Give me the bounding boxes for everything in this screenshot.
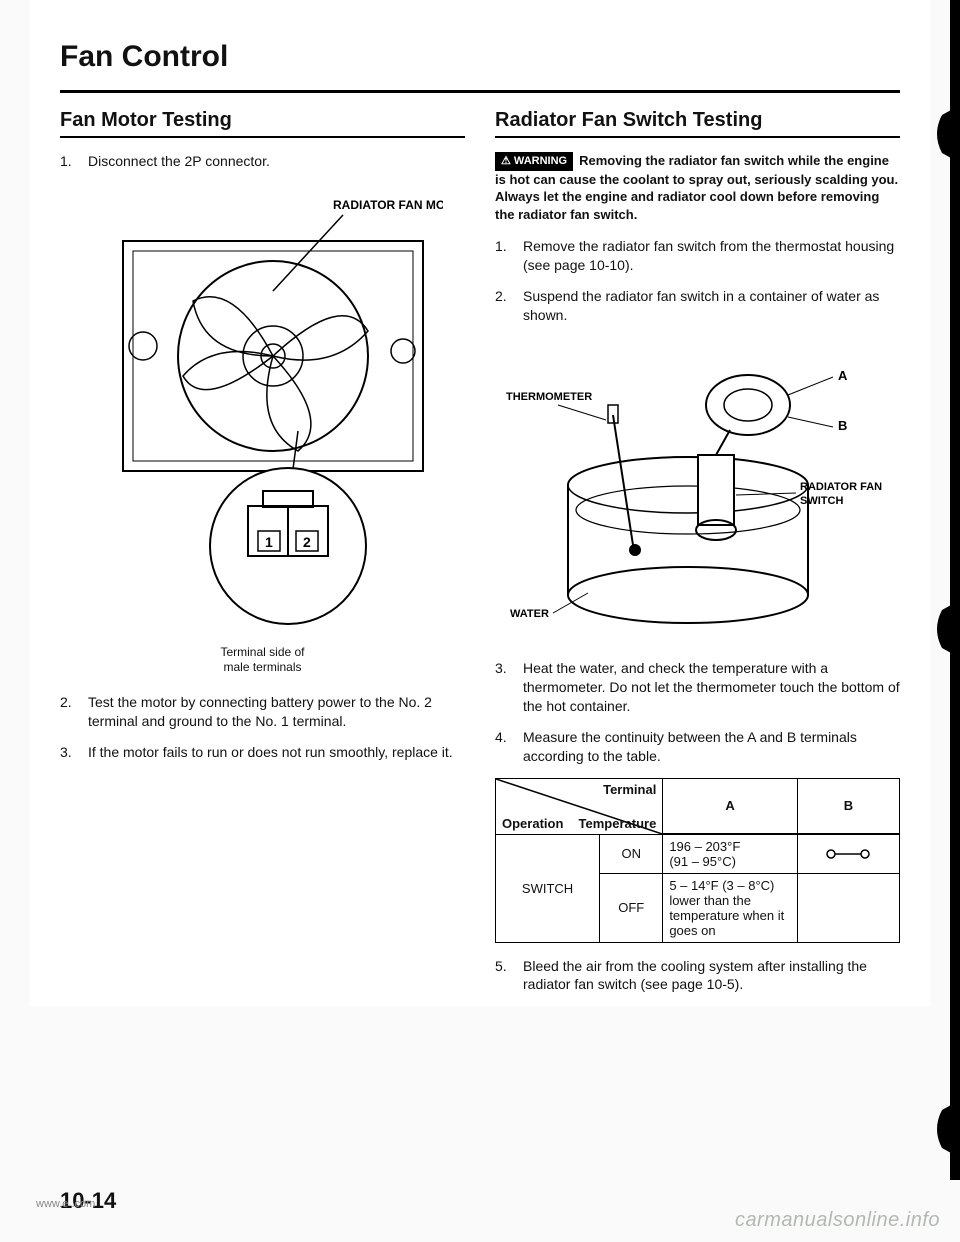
left-column: Fan Motor Testing 1. Disconnect the 2P c… [60, 109, 465, 1006]
step-text: Measure the continuity between the A and… [523, 728, 900, 766]
step-number: 3. [495, 659, 513, 716]
warning-block: ⚠ WARNINGRemoving the radiator fan switc… [495, 152, 900, 223]
right-column: Radiator Fan Switch Testing ⚠ WARNINGRem… [495, 109, 900, 1006]
svg-text:1: 1 [265, 534, 273, 550]
on-cell: ON [600, 834, 663, 873]
caption-line: male terminals [223, 660, 301, 674]
continuity-table: Operation Terminal Temperature A B SWITC… [495, 778, 900, 943]
fan-motor-diagram: RADIATOR FAN MOTOR [60, 191, 465, 631]
title-rule [60, 90, 900, 93]
switch-cell: SWITCH [496, 834, 600, 942]
right-step-2: 2. Suspend the radiator fan switch in a … [495, 287, 900, 325]
right-step-3: 3. Heat the water, and check the tempera… [495, 659, 900, 716]
step-text: Heat the water, and check the temperatur… [523, 659, 900, 716]
table-row: SWITCH ON 196 – 203°F (91 – 95°C) [496, 834, 900, 873]
page-edge-tabs [932, 0, 960, 1242]
step-number: 5. [495, 957, 513, 995]
right-step-1: 1. Remove the radiator fan switch from t… [495, 237, 900, 275]
svg-text:A: A [838, 368, 848, 383]
right-heading: Radiator Fan Switch Testing [495, 109, 900, 138]
off-cell: OFF [600, 873, 663, 942]
diagram-label-text: RADIATOR FAN MOTOR [333, 198, 443, 212]
svg-text:WATER: WATER [510, 608, 549, 620]
term-header: Terminal [603, 782, 656, 797]
step-text: Suspend the radiator fan switch in a con… [523, 287, 900, 325]
switch-test-diagram: THERMOMETER A B RADIATOR FAN SWITCH [495, 345, 900, 645]
col-a: A [663, 778, 798, 833]
svg-text:SWITCH: SWITCH [800, 495, 843, 507]
left-step-3: 3. If the motor fails to run or does not… [60, 743, 465, 762]
op-header: Operation [502, 816, 563, 831]
svg-text:B: B [838, 418, 847, 433]
right-step-4: 4. Measure the continuity between the A … [495, 728, 900, 766]
step-number: 2. [495, 287, 513, 325]
step-number: 4. [495, 728, 513, 766]
step-text: Test the motor by connecting battery pow… [88, 693, 465, 731]
table-row: Operation Terminal Temperature A B [496, 778, 900, 833]
left-heading: Fan Motor Testing [60, 109, 465, 138]
watermark-right: carmanualsonline.info [735, 1209, 940, 1232]
step-text: Disconnect the 2P connector. [88, 152, 270, 171]
temp-header: Temperature [579, 816, 657, 831]
off-temp-cell: 5 – 14°F (3 – 8°C) lower than the temper… [663, 873, 798, 942]
page-title: Fan Control [60, 40, 900, 84]
page: Fan Control Fan Motor Testing 1. Disconn… [30, 0, 930, 1006]
connector-caption: Terminal side of male terminals [60, 645, 465, 675]
no-continuity-cell [797, 873, 899, 942]
svg-text:2: 2 [303, 534, 311, 550]
step-number: 2. [60, 693, 78, 731]
left-step-2: 2. Test the motor by connecting battery … [60, 693, 465, 731]
warning-badge: ⚠ WARNING [495, 152, 573, 171]
step-number: 1. [60, 152, 78, 171]
watermark-left: www.e .com [36, 1198, 95, 1210]
svg-text:THERMOMETER: THERMOMETER [506, 391, 592, 403]
step-number: 1. [495, 237, 513, 275]
col-b: B [797, 778, 899, 833]
svg-text:RADIATOR FAN: RADIATOR FAN [800, 481, 882, 493]
step-text: Bleed the air from the cooling system af… [523, 957, 900, 995]
caption-line: Terminal side of [220, 645, 304, 659]
step-text: Remove the radiator fan switch from the … [523, 237, 900, 275]
right-step-5: 5. Bleed the air from the cooling system… [495, 957, 900, 995]
step-number: 3. [60, 743, 78, 762]
two-column-layout: Fan Motor Testing 1. Disconnect the 2P c… [60, 109, 900, 1006]
on-temp-cell: 196 – 203°F (91 – 95°C) [663, 834, 798, 873]
continuity-cell [797, 834, 899, 873]
step-text: If the motor fails to run or does not ru… [88, 743, 453, 762]
left-step-1: 1. Disconnect the 2P connector. [60, 152, 465, 171]
